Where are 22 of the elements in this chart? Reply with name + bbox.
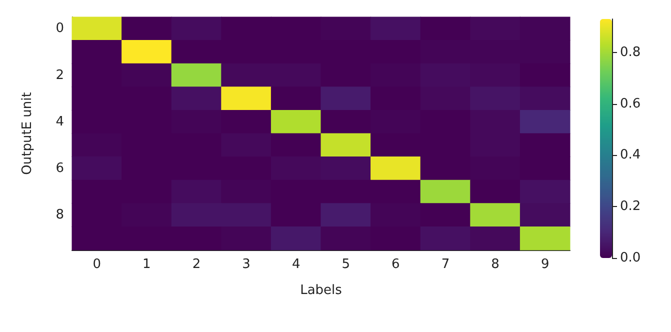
y-tick-label: 2 bbox=[56, 68, 64, 83]
color-bar-label: 0.6 bbox=[620, 96, 641, 112]
x-tick-label: 6 bbox=[392, 257, 400, 272]
y-tick-label: 6 bbox=[56, 160, 64, 176]
y-tick-label: 8 bbox=[56, 208, 64, 223]
x-tick-label: 2 bbox=[192, 257, 201, 272]
x-tick-label: 8 bbox=[491, 257, 500, 272]
y-axis-title: OutputE unit bbox=[20, 92, 35, 175]
x-axis-title: Labels bbox=[300, 283, 342, 298]
y-tick-label: 4 bbox=[56, 114, 64, 130]
color-bar-label: 0.4 bbox=[620, 148, 641, 163]
y-tick-label: 0 bbox=[56, 21, 64, 36]
color-bar-label: 0.8 bbox=[620, 44, 641, 60]
x-tick-label: 7 bbox=[441, 257, 450, 272]
x-tick-label: 3 bbox=[242, 257, 250, 272]
x-tick-label: 9 bbox=[540, 257, 550, 272]
color-bar-label: 0.0 bbox=[620, 250, 641, 266]
color-bar-label: 0.2 bbox=[620, 199, 641, 214]
x-tick-label: 5 bbox=[342, 257, 350, 272]
x-tick-label: 1 bbox=[142, 257, 151, 272]
x-tick-label: 0 bbox=[92, 257, 102, 272]
x-tick-label: 4 bbox=[292, 257, 300, 272]
